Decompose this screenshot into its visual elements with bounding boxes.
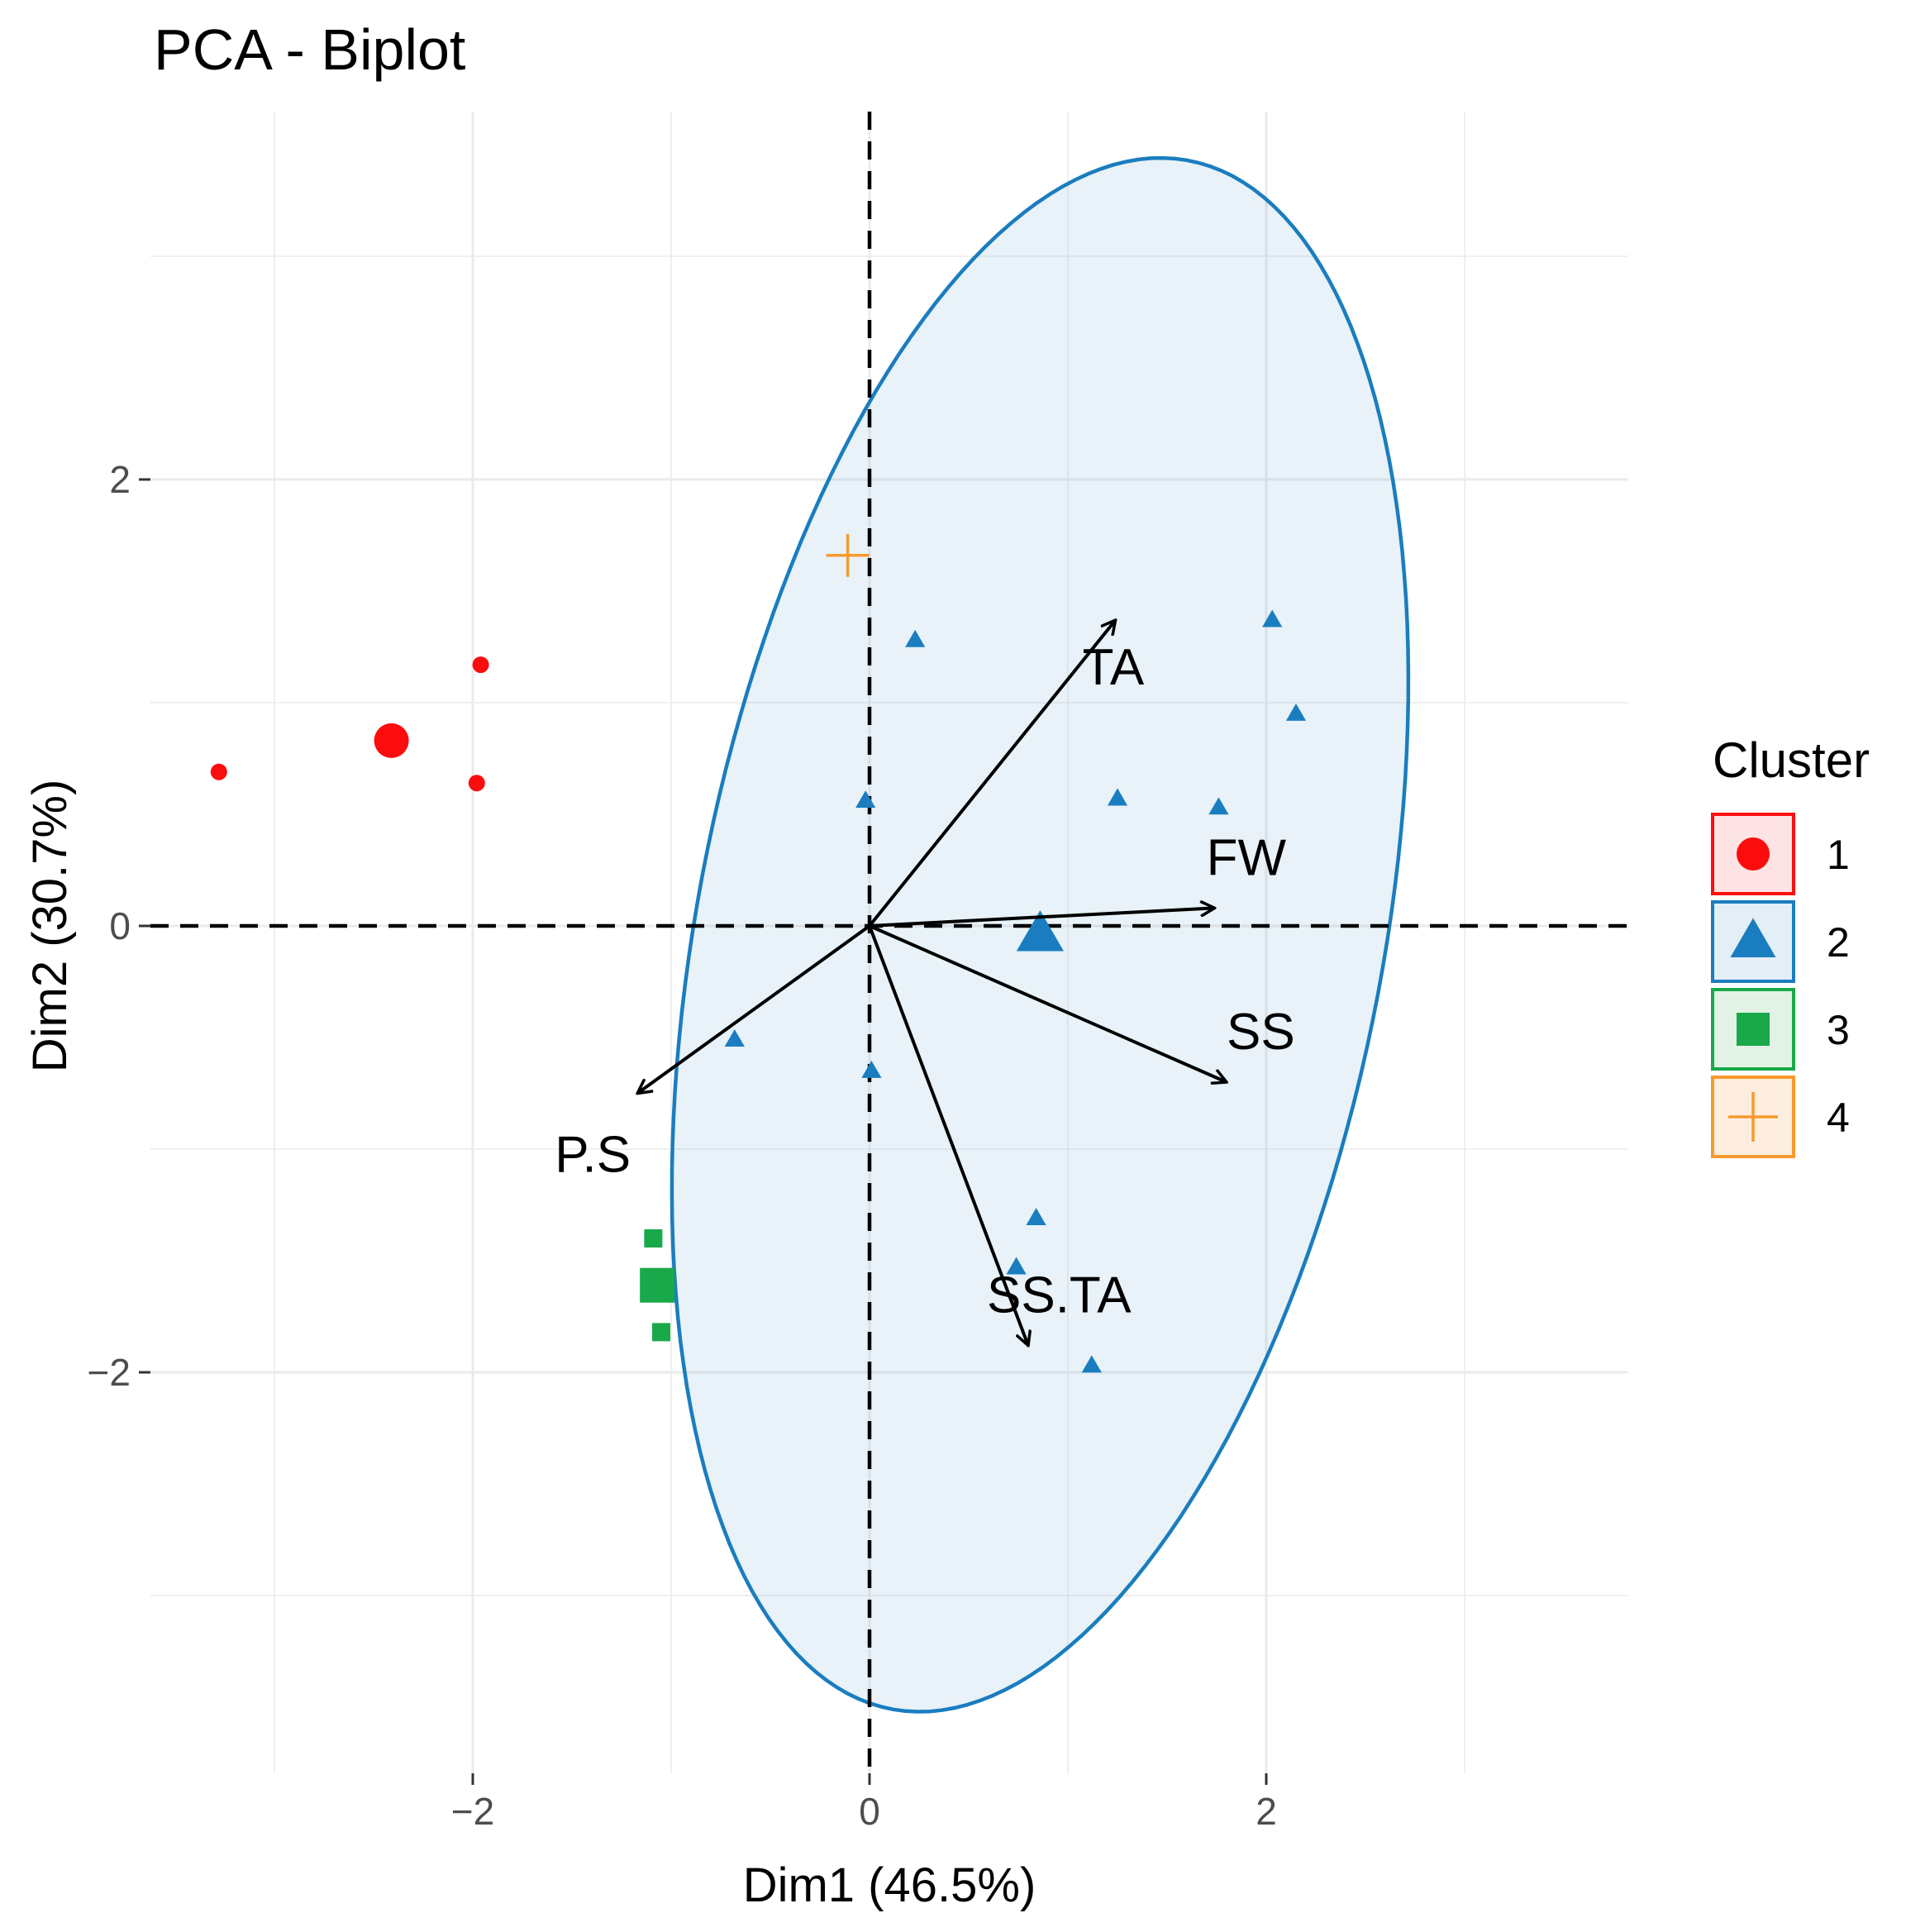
arrow-ss (869, 924, 1227, 1082)
cluster-2-point (1006, 1257, 1027, 1275)
cluster-3-centroid (640, 1267, 675, 1303)
cluster-2-point (1107, 788, 1128, 806)
arrow-ta (868, 620, 1116, 928)
legend-label-3: 3 (1827, 1007, 1850, 1053)
variable-arrows: TA FW SS P.S SS.TA (555, 620, 1295, 1346)
var-label-ss: SS (1227, 1004, 1295, 1061)
cluster-3-point (652, 1323, 670, 1342)
cluster-2-point (1208, 797, 1229, 815)
arrow-fw (869, 908, 1215, 928)
var-label-ta: TA (1083, 639, 1145, 696)
cluster-2-point (1262, 609, 1283, 627)
cluster-2-point (1081, 1355, 1102, 1373)
x-tick-label: −2 (451, 1790, 494, 1833)
chart-title: PCA - Biplot (154, 17, 465, 82)
var-label-ss-ta: SS.TA (987, 1267, 1132, 1324)
legend: Cluster 1 2 3 4 (1711, 732, 1870, 1158)
cluster-4-point (826, 533, 870, 577)
legend-label-4: 4 (1827, 1095, 1850, 1141)
legend-label-1: 1 (1827, 832, 1850, 878)
cluster-2-point (1285, 703, 1307, 721)
cluster-2-point (861, 1060, 882, 1078)
legend-label-2: 2 (1827, 919, 1850, 966)
y-axis-title: Dim2 (30.7%) (23, 780, 77, 1073)
x-tick-label: 2 (1256, 1790, 1277, 1833)
arrow-ss-ta (868, 925, 1028, 1346)
var-label-fw: FW (1207, 829, 1287, 886)
legend-symbol-3 (1737, 1013, 1770, 1046)
cluster-2-point (724, 1029, 745, 1047)
origin-lines (150, 112, 1628, 1773)
cluster-1-point (210, 763, 227, 780)
arrow-p-s (637, 924, 871, 1094)
x-tick-label: 0 (859, 1790, 880, 1833)
x-axis-title: Dim1 (46.5%) (743, 1858, 1036, 1912)
cluster-1-centroid (374, 723, 409, 758)
cluster-2-point (905, 629, 926, 647)
y-tick-label: 2 (109, 458, 131, 501)
legend-symbol-4 (1728, 1092, 1778, 1142)
cluster-2-point (1026, 1208, 1046, 1226)
legend-symbol-1 (1737, 837, 1770, 871)
legend-symbol-2 (1730, 918, 1776, 957)
data-points (210, 533, 1307, 1373)
legend-title: Cluster (1713, 732, 1870, 788)
y-tick-label: −2 (88, 1351, 131, 1394)
axis-ticks: −2 0 2 −2 0 2 (88, 458, 1277, 1833)
cluster-1-point (472, 656, 489, 674)
y-tick-label: 0 (109, 904, 131, 947)
var-label-p-s: P.S (555, 1127, 631, 1184)
cluster-3-point (644, 1229, 663, 1247)
cluster-2-point (855, 790, 876, 809)
cluster-1-point (468, 775, 485, 792)
cluster-2-centroid (1016, 910, 1064, 952)
